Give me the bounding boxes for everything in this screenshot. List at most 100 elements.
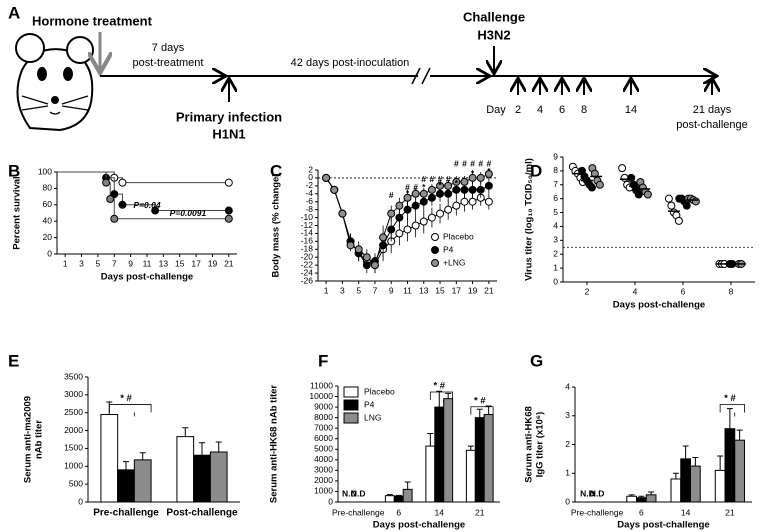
legend-label: LNG — [364, 412, 381, 422]
error-bar — [717, 455, 724, 471]
annotation: # — [389, 190, 394, 200]
significance-bracket — [470, 406, 494, 419]
error-bar — [628, 494, 635, 497]
y-tick-label: 4 — [553, 221, 558, 231]
annotation: * — [406, 188, 410, 198]
marker — [595, 180, 604, 189]
legend-label: P4 — [443, 244, 454, 254]
x-tick-label: 3 — [79, 258, 84, 268]
panel-label: A — [8, 3, 20, 22]
marker — [338, 209, 347, 218]
x-tick-label: 17 — [191, 258, 201, 268]
panel-a: A Hormone treatment 7 days post-treatmen… — [8, 3, 748, 141]
annotation: # — [413, 182, 418, 192]
y-tick-label: 0 — [565, 496, 570, 506]
y-tick-label: 0 — [308, 172, 313, 182]
bar — [100, 414, 119, 503]
marker — [411, 201, 420, 210]
error-bar — [672, 472, 679, 479]
legend-swatch — [431, 233, 439, 241]
bar — [680, 458, 691, 503]
y-tick-label: 0 — [78, 496, 83, 506]
marker — [484, 169, 493, 178]
marker — [370, 261, 379, 270]
day-number: 8 — [581, 104, 587, 116]
y-tick-label: -6 — [305, 196, 313, 206]
interval-label: 42 days post-inoculation — [291, 57, 410, 69]
y-tick-label: 4 — [565, 381, 570, 391]
infection-label: Primary infection — [176, 109, 282, 124]
infection-label: H1N1 — [212, 126, 245, 141]
y-tick-label: 20 — [43, 232, 53, 242]
marker — [387, 225, 396, 234]
significance-bracket — [429, 391, 454, 404]
marker — [444, 205, 453, 214]
y-tick-label: -12 — [301, 220, 314, 230]
y-tick-label: -26 — [301, 275, 314, 285]
marker — [436, 181, 445, 190]
y-tick-label: 3000 — [314, 465, 333, 475]
x-tick-label: 6 — [639, 507, 644, 517]
marker — [436, 209, 445, 218]
marker — [403, 225, 412, 234]
x-tick-label: 17 — [452, 285, 462, 295]
x-tick-label: 8 — [729, 286, 734, 296]
annotation: # — [405, 182, 410, 192]
y-tick-label: -16 — [301, 236, 314, 246]
annotation: # — [462, 158, 467, 168]
y-tick-label: 3 — [553, 235, 558, 245]
error-bar — [436, 390, 443, 408]
bar — [465, 449, 476, 503]
marker — [620, 173, 629, 182]
y-axis-title: IgG titer (x10⁶) — [535, 412, 546, 478]
y-tick-label: 2 — [553, 248, 558, 258]
significance-bracket — [108, 404, 152, 417]
annotation: * # — [724, 393, 736, 404]
error-bar — [182, 427, 189, 437]
y-tick-label: 3500 — [64, 371, 83, 381]
bar — [626, 495, 638, 503]
y-tick-label: 1000 — [64, 461, 83, 471]
x-tick-label: 7 — [112, 258, 117, 268]
marker — [460, 197, 469, 206]
y-tick-label: 4000 — [314, 454, 333, 464]
annotation: * — [438, 180, 442, 190]
y-tick-label: -10 — [301, 212, 314, 222]
bar — [384, 495, 395, 503]
x-tick-label: 1 — [63, 258, 68, 268]
y-tick-label: 2000 — [64, 425, 83, 435]
marker — [460, 177, 469, 186]
error-bar — [682, 445, 689, 459]
x-tick-label: 21 — [725, 507, 735, 517]
y-tick-label: 60 — [43, 199, 53, 209]
end-label: post-challenge — [676, 119, 748, 131]
marker — [682, 201, 691, 210]
x-axis-title: Days post-challenge — [101, 272, 193, 283]
x-axis-title: Days post-challenge — [373, 520, 465, 531]
marker — [664, 194, 673, 203]
marker — [102, 178, 111, 187]
annotation: * — [455, 178, 459, 188]
y-tick-label: 7000 — [314, 422, 333, 432]
marker — [468, 173, 477, 182]
legend-label: Placebo — [364, 386, 395, 396]
panel-label: B — [8, 161, 20, 180]
y-tick-label: -24 — [301, 267, 314, 277]
y-tick-label: 100 — [38, 166, 52, 176]
y-axis-title: Serum anti-HK68 — [524, 406, 535, 483]
error-bar — [386, 494, 393, 496]
panel-label: E — [8, 351, 19, 370]
bar — [714, 469, 726, 503]
marker — [322, 173, 331, 182]
y-tick-label: 0 — [328, 496, 333, 506]
y-tick-label: -2 — [305, 180, 313, 190]
bar — [734, 439, 745, 503]
x-tick-label: 6 — [681, 286, 686, 296]
error-bar — [427, 432, 434, 447]
y-tick-label: 3000 — [64, 389, 83, 399]
marker — [667, 201, 676, 210]
legend-swatch — [343, 412, 359, 424]
y-tick-label: 7 — [553, 179, 558, 189]
y-tick-label: -22 — [301, 259, 314, 269]
x-tick-label: 15 — [435, 285, 445, 295]
